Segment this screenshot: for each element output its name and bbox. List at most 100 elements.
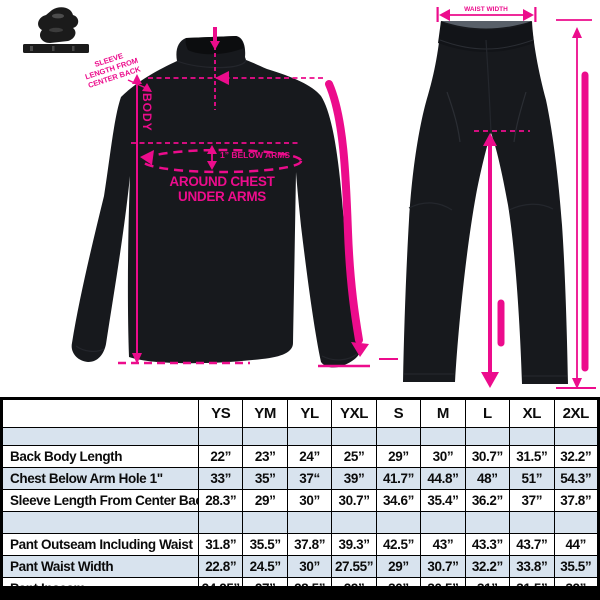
- cell: 32.2”: [553, 445, 599, 468]
- table-row-chest-below-arm-hole: Chest Below Arm Hole 1" 33” 35” 37“ 39” …: [1, 467, 599, 490]
- size-col-ym: YM: [242, 398, 288, 428]
- cell: 24.5”: [242, 555, 288, 578]
- brand-logo-mascot: [38, 7, 79, 44]
- measurement-diagram: SLEEVE LENGTH FROM CENTER BACK BODY 1” B…: [23, 6, 596, 389]
- size-col-xl: XL: [509, 398, 555, 428]
- cell: 44”: [553, 533, 599, 556]
- cell: 28.3”: [197, 489, 244, 512]
- spacer-cell: [464, 427, 511, 446]
- cell: 30”: [286, 489, 333, 512]
- cell: 37”: [509, 489, 555, 512]
- spacer-cell: [553, 427, 599, 446]
- below-arms-arrow-down: [207, 161, 217, 170]
- inseam-bottom-arrow: [481, 372, 499, 388]
- sleeve-length-curve: [325, 80, 363, 344]
- spacer-cell: [286, 511, 333, 534]
- pants-left-pocket-seam: [446, 91, 461, 143]
- cell: 37.8”: [553, 489, 599, 512]
- cell: 30”: [286, 555, 333, 578]
- cell: 34.6”: [375, 489, 422, 512]
- chest-ellipse: [141, 148, 303, 174]
- size-col-yxl: YXL: [331, 398, 377, 428]
- spacer-cell: [286, 427, 333, 446]
- size-table: YS YM YL YXL S M L XL 2XL Back Body Leng…: [0, 397, 600, 600]
- center-back-top-marker: [213, 27, 217, 42]
- jacket-annotations: SLEEVE LENGTH FROM CENTER BACK BODY 1” B…: [84, 27, 398, 368]
- spacer-cell: [420, 427, 466, 446]
- cell: 33”: [197, 467, 244, 490]
- cell: 43.7”: [509, 533, 555, 556]
- chest-label-line2: UNDER ARMS: [178, 189, 266, 204]
- cell: 22”: [197, 445, 244, 468]
- cell: 35.5”: [553, 555, 599, 578]
- spacer-row: [1, 511, 599, 534]
- body-label: BODY: [140, 93, 154, 132]
- pants-waistband: [438, 21, 534, 52]
- cell: 51”: [509, 467, 555, 490]
- cell: 23”: [242, 445, 288, 468]
- cell: 37.8”: [286, 533, 333, 556]
- cell: 44.8”: [420, 467, 466, 490]
- body-length-bottom-arrow: [132, 353, 142, 364]
- cell: 30.7”: [464, 445, 511, 468]
- cell: 35”: [242, 467, 288, 490]
- spacer-cell: [375, 511, 422, 534]
- cell: 30.7”: [420, 555, 466, 578]
- pants-figure: [403, 21, 568, 384]
- jacket-shoulder-seam: [176, 59, 247, 69]
- size-table-header-row: YS YM YL YXL S M L XL 2XL: [1, 398, 599, 428]
- size-col-2xl: 2XL: [553, 398, 599, 428]
- cell: 29”: [242, 489, 288, 512]
- cell: 27.55”: [331, 555, 377, 578]
- spacer-cell: [509, 511, 555, 534]
- sleeve-note-pointer-arrow: [142, 83, 152, 92]
- jacket-right-cuff-seam: [321, 353, 358, 361]
- spacer-row: [1, 427, 599, 446]
- row-label: Chest Below Arm Hole 1": [1, 467, 199, 490]
- waist-arrow-left: [439, 9, 450, 21]
- size-col-s: S: [375, 398, 422, 428]
- cell: 37“: [286, 467, 333, 490]
- spacer-cell: [197, 511, 244, 534]
- spacer-cell: [553, 511, 599, 534]
- size-col-m: M: [420, 398, 466, 428]
- inseam-top-arrow: [483, 133, 497, 146]
- spacer-cell: [197, 427, 244, 446]
- cell: 32.2”: [464, 555, 511, 578]
- cell: 35.4”: [420, 489, 466, 512]
- table-row-back-body-length: Back Body Length 22” 23” 24” 25” 29” 30”…: [1, 445, 599, 468]
- cell: 43.3”: [464, 533, 511, 556]
- table-row-sleeve-length: Sleeve Length From Center Back 28.3” 29”…: [1, 489, 599, 512]
- cell: 43”: [420, 533, 466, 556]
- brand-logo-highlight2: [49, 27, 63, 33]
- cell: 30”: [420, 445, 466, 468]
- brand-logo: [23, 7, 89, 53]
- waist-right-tick: [534, 7, 537, 22]
- outseam-top-arrow: [572, 27, 582, 38]
- spacer-cell: [420, 511, 466, 534]
- cell: 29”: [375, 445, 422, 468]
- brand-logo-wordmark-glint3: [72, 46, 75, 51]
- size-table-corner-cell: [1, 398, 199, 428]
- body-length-top-arrow: [132, 74, 142, 84]
- size-col-yl: YL: [286, 398, 333, 428]
- spacer-cell: [331, 427, 377, 446]
- spacer-cell: [242, 511, 288, 534]
- cell: 41.7”: [375, 467, 422, 490]
- table-row-pant-outseam: Pant Outseam Including Waist 31.8” 35.5”…: [1, 533, 599, 556]
- spacer-cell: [464, 511, 511, 534]
- bottom-black-bar: [0, 586, 600, 600]
- cell: 25”: [331, 445, 377, 468]
- spacer-cell: [331, 511, 377, 534]
- pants-silhouette: [403, 21, 568, 384]
- cell: 35.5”: [242, 533, 288, 556]
- row-label: Pant Waist Width: [1, 555, 199, 578]
- pants-right-pocket-seam: [513, 91, 527, 143]
- cell: 39.3”: [331, 533, 377, 556]
- pants-front-rise-seam: [485, 39, 492, 134]
- cell: 30.7”: [331, 489, 377, 512]
- pants-right-knee-seam: [508, 203, 554, 211]
- size-col-ys: YS: [197, 398, 244, 428]
- cell: 39”: [331, 467, 377, 490]
- cell: 42.5”: [375, 533, 422, 556]
